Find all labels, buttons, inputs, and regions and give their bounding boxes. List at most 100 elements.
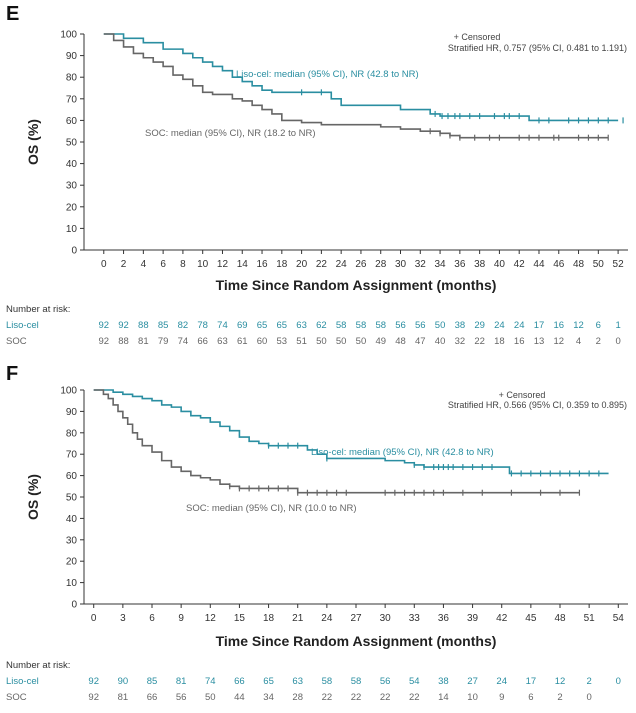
risk-count: 65 [277, 320, 288, 331]
risk-count: 44 [234, 692, 245, 703]
risk-count: 22 [322, 692, 333, 703]
risk-count: 22 [409, 692, 420, 703]
x-tick-label: 36 [438, 613, 450, 624]
risk-count: 48 [395, 336, 406, 347]
y-tick-label: 90 [66, 407, 78, 418]
y-axis-title: OS (%) [25, 119, 41, 165]
hazard-ratio-note: Stratified HR, 0.757 (95% CI, 0.481 to 1… [448, 43, 627, 53]
risk-count: 62 [316, 320, 327, 331]
risk-count: 32 [455, 336, 466, 347]
series-label-lisocel: Liso-cel: median (95% CI), NR (42.8 to N… [311, 447, 494, 458]
risk-count: 13 [534, 336, 545, 347]
risk-count: 56 [395, 320, 406, 331]
risk-count: 17 [534, 320, 545, 331]
y-tick-label: 100 [60, 30, 77, 41]
x-tick-label: 45 [525, 613, 537, 624]
risk-count: 40 [435, 336, 446, 347]
risk-count: 12 [555, 676, 566, 687]
y-tick-label: 40 [66, 514, 78, 525]
x-tick-label: 27 [350, 613, 362, 624]
risk-count: 78 [197, 320, 208, 331]
risk-row-label: Liso-cel [6, 320, 39, 331]
x-tick-label: 52 [613, 259, 625, 270]
x-tick-label: 9 [178, 613, 184, 624]
x-tick-label: 15 [234, 613, 246, 624]
risk-count: 9 [499, 692, 504, 703]
risk-count: 27 [467, 676, 478, 687]
risk-count: 81 [118, 692, 129, 703]
x-tick-label: 12 [217, 259, 229, 270]
y-tick-label: 30 [66, 535, 78, 546]
x-tick-label: 48 [573, 259, 585, 270]
risk-count: 10 [467, 692, 478, 703]
x-tick-label: 36 [454, 259, 466, 270]
x-tick-label: 24 [336, 259, 348, 270]
risk-count: 22 [380, 692, 391, 703]
x-axis-title: Time Since Random Assignment (months) [216, 633, 497, 649]
x-tick-label: 30 [380, 613, 392, 624]
risk-table-header: Number at risk: [6, 660, 70, 671]
series-line-soc [93, 389, 580, 494]
risk-count: 92 [98, 336, 109, 347]
risk-count: 58 [375, 320, 386, 331]
risk-count: 0 [586, 692, 591, 703]
series-label-lisocel: Liso-cel: median (95% CI), NR (42.8 to N… [236, 69, 419, 80]
panel-letter: E [6, 3, 19, 25]
y-tick-label: 60 [66, 471, 78, 482]
x-tick-label: 38 [474, 259, 486, 270]
risk-count: 88 [138, 320, 149, 331]
risk-count: 66 [147, 692, 158, 703]
risk-count: 65 [257, 320, 268, 331]
y-tick-label: 0 [71, 246, 77, 257]
risk-count: 92 [88, 676, 99, 687]
risk-count: 17 [526, 676, 537, 687]
risk-count: 16 [553, 320, 564, 331]
y-tick-label: 80 [66, 73, 78, 84]
x-tick-label: 24 [321, 613, 333, 624]
x-tick-label: 28 [375, 259, 387, 270]
x-tick-label: 42 [496, 613, 508, 624]
risk-count: 74 [178, 336, 189, 347]
risk-count: 79 [158, 336, 169, 347]
x-tick-label: 51 [584, 613, 596, 624]
x-tick-label: 18 [263, 613, 275, 624]
risk-count: 51 [296, 336, 307, 347]
risk-count: 85 [158, 320, 169, 331]
risk-count: 88 [118, 336, 129, 347]
risk-count: 53 [277, 336, 288, 347]
risk-count: 63 [296, 320, 307, 331]
x-tick-label: 42 [514, 259, 526, 270]
risk-count: 24 [496, 676, 507, 687]
censored-legend: + Censored [499, 390, 546, 400]
risk-count: 56 [380, 676, 391, 687]
risk-table-header: Number at risk: [6, 304, 70, 315]
risk-count: 2 [557, 692, 562, 703]
y-tick-label: 70 [66, 94, 78, 105]
risk-row-label: Liso-cel [6, 676, 39, 687]
risk-count: 81 [138, 336, 149, 347]
hazard-ratio-note: Stratified HR, 0.566 (95% CI, 0.359 to 0… [448, 400, 627, 410]
x-tick-label: 33 [409, 613, 421, 624]
y-tick-label: 20 [66, 202, 78, 213]
risk-count: 14 [438, 692, 449, 703]
x-tick-label: 18 [276, 259, 288, 270]
risk-count: 34 [263, 692, 274, 703]
x-tick-label: 21 [292, 613, 304, 624]
x-tick-label: 32 [415, 259, 427, 270]
risk-count: 6 [596, 320, 601, 331]
risk-count: 38 [455, 320, 466, 331]
risk-count: 0 [616, 676, 621, 687]
risk-count: 2 [586, 676, 591, 687]
risk-count: 6 [528, 692, 533, 703]
risk-count: 50 [356, 336, 367, 347]
risk-count: 92 [98, 320, 109, 331]
risk-count: 22 [351, 692, 362, 703]
y-axis-title: OS (%) [25, 474, 41, 520]
risk-count: 2 [596, 336, 601, 347]
series-label-soc: SOC: median (95% CI), NR (10.0 to NR) [186, 503, 357, 514]
risk-count: 49 [375, 336, 386, 347]
y-tick-label: 30 [66, 181, 78, 192]
risk-count: 54 [409, 676, 420, 687]
x-tick-label: 30 [395, 259, 407, 270]
